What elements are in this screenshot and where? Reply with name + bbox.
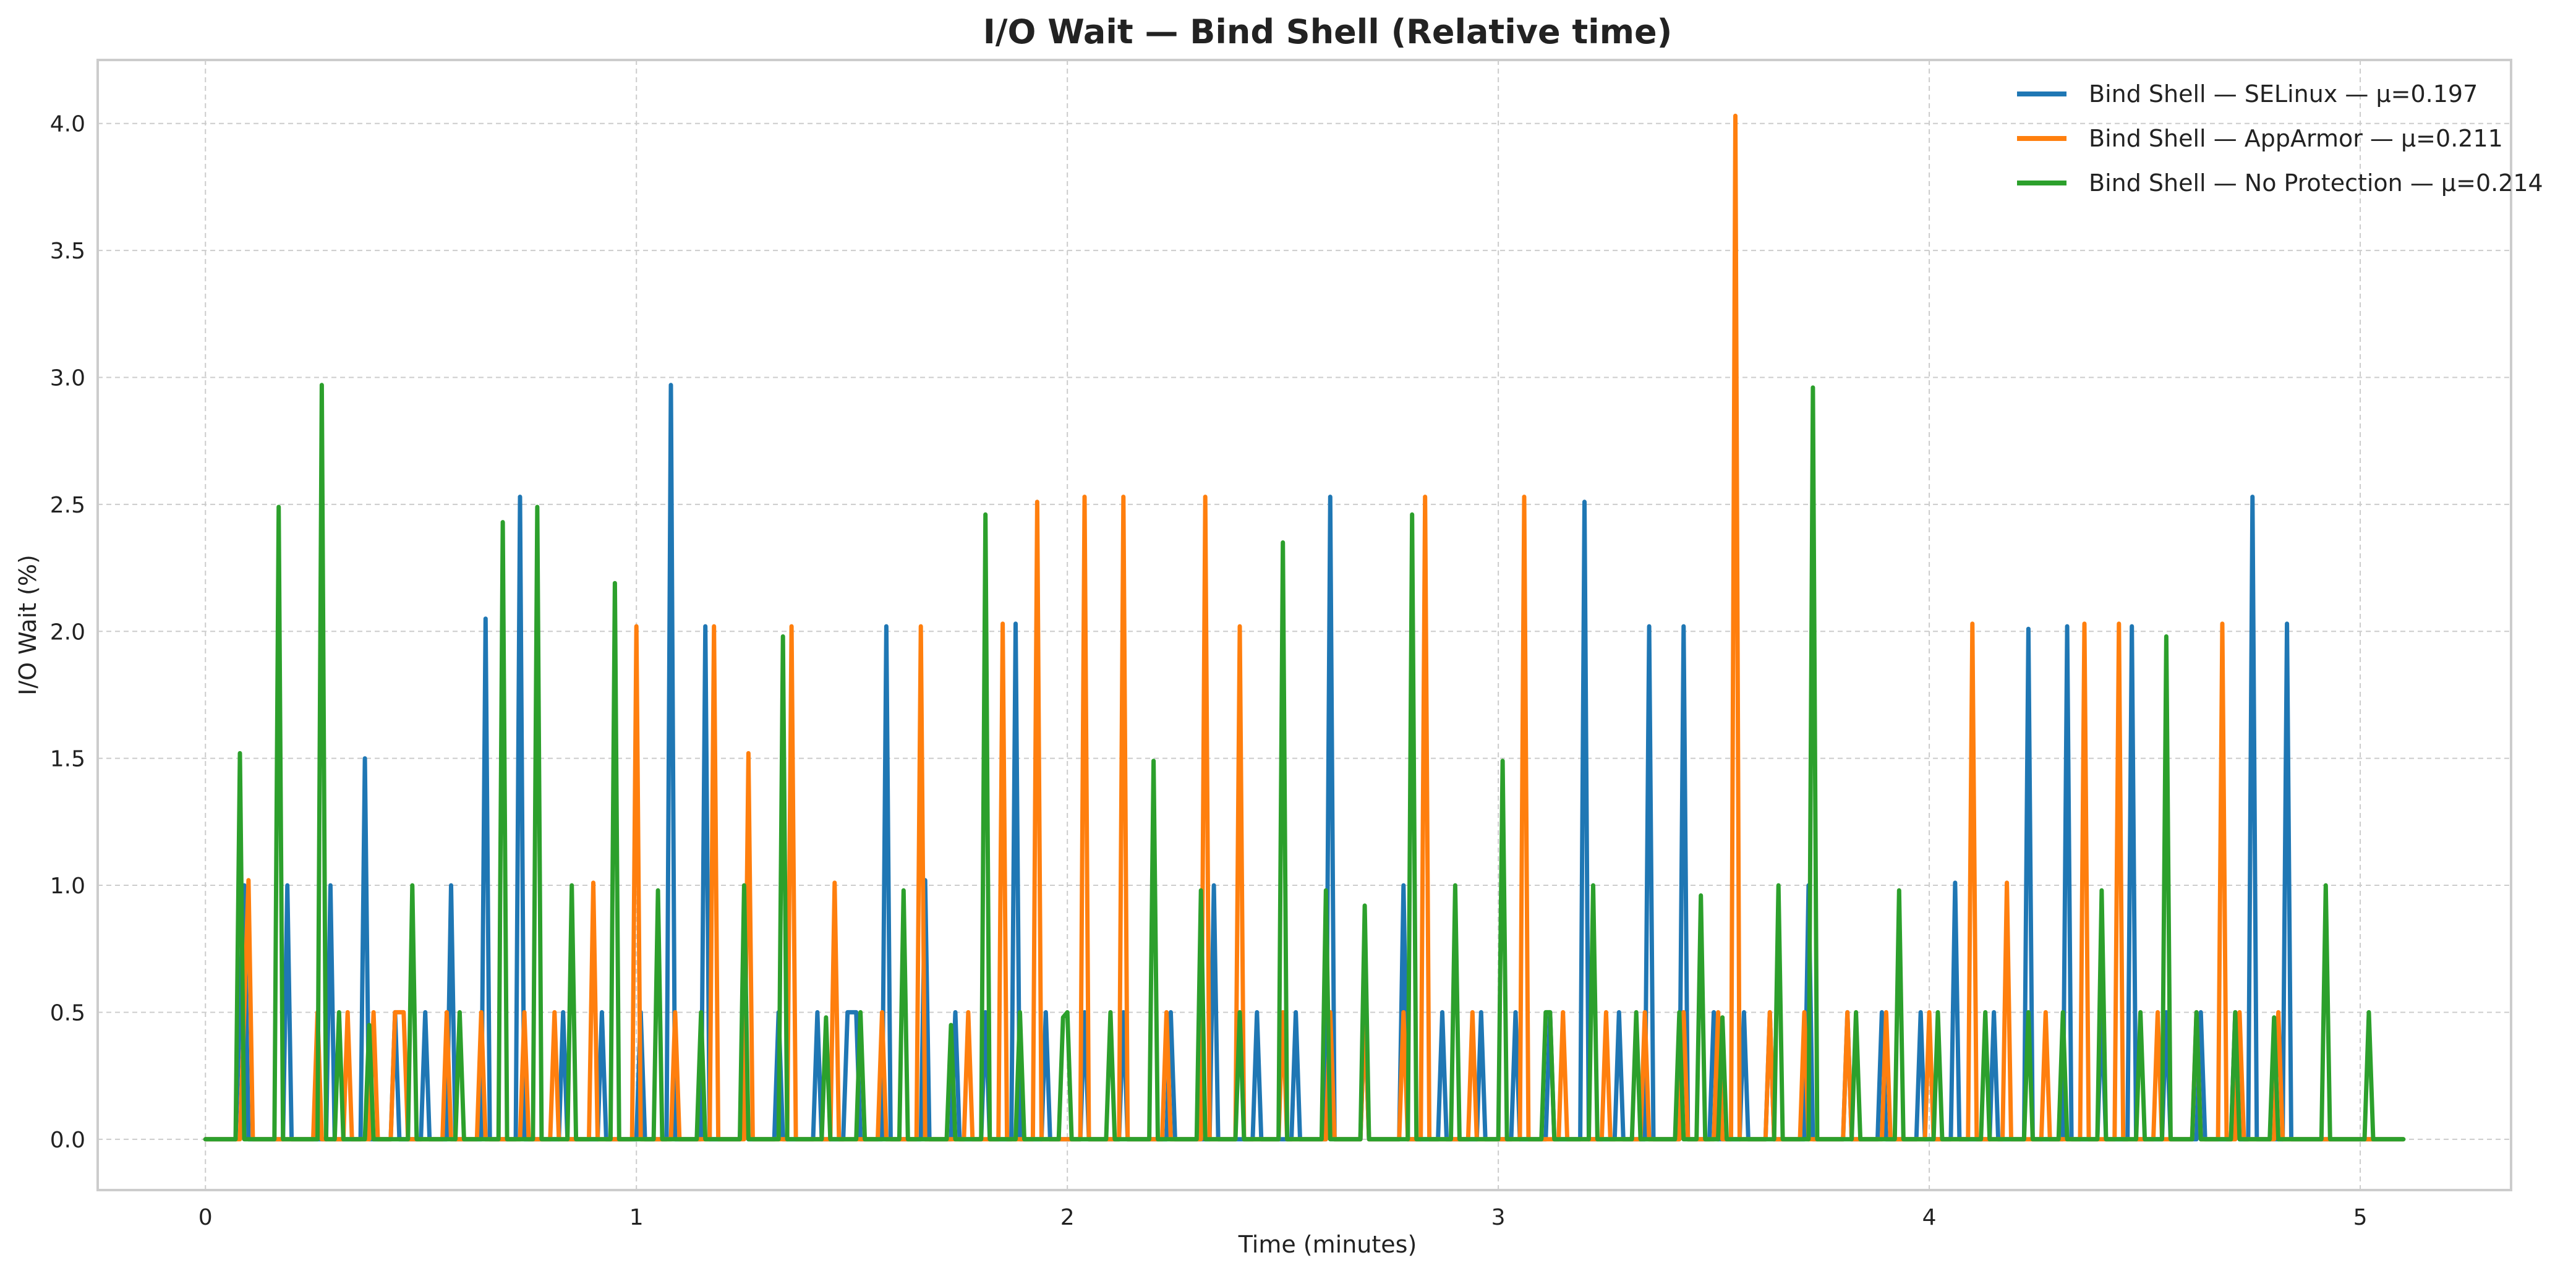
- legend-label: Bind Shell — No Protection — μ=0.214: [2089, 169, 2543, 197]
- y-tick-label: 1.0: [50, 874, 85, 899]
- legend: Bind Shell — SELinux — μ=0.197 Bind Shell…: [2017, 80, 2543, 197]
- y-tick-label: 3.0: [50, 365, 85, 391]
- y-tick-label: 4.0: [50, 112, 85, 137]
- y-tick-label: 2.5: [50, 493, 85, 518]
- x-tick-label: 3: [1491, 1205, 1506, 1230]
- y-tick-label: 2.0: [50, 619, 85, 645]
- x-tick-label: 2: [1060, 1205, 1075, 1230]
- legend-label: Bind Shell — SELinux — μ=0.197: [2089, 80, 2478, 108]
- series-line-1: [203, 383, 2406, 1142]
- x-tick-label: 4: [1922, 1205, 1937, 1230]
- x-axis-ticks: 0 1 2 3 4 5: [198, 1205, 2368, 1230]
- x-tick-label: 0: [198, 1205, 213, 1230]
- legend-label: Bind Shell — AppArmor — μ=0.211: [2089, 125, 2503, 152]
- plot-frame: [96, 59, 2512, 1191]
- y-tick-label: 3.5: [50, 239, 85, 264]
- chart-title: I/O Wait — Bind Shell (Relative time): [983, 12, 1673, 51]
- series-layer: [203, 113, 2406, 1142]
- y-axis-ticks: 0.0 0.5 1.0 1.5 2.0 2.5 3.0 3.5 4.0: [50, 112, 85, 1153]
- x-tick-label: 5: [2353, 1205, 2368, 1230]
- x-axis-label: Time (minutes): [1238, 1231, 1417, 1258]
- y-tick-label: 1.5: [50, 747, 85, 772]
- y-tick-label: 0.0: [50, 1128, 85, 1153]
- y-tick-label: 0.5: [50, 1000, 85, 1026]
- x-tick-label: 1: [629, 1205, 644, 1230]
- series-line-3: [203, 383, 2406, 1142]
- y-axis-label: I/O Wait (%): [14, 555, 41, 695]
